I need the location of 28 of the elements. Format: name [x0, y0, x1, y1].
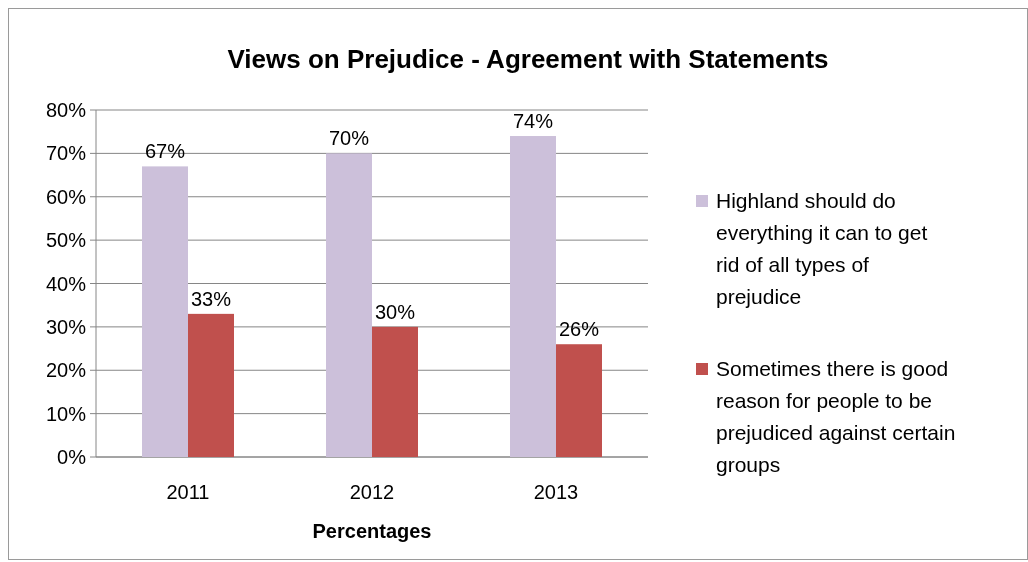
y-tick-label: 50% [45, 229, 87, 252]
x-tick-label: 2013 [533, 481, 579, 503]
y-tick-label: 80% [45, 99, 87, 121]
y-tick-label: 30% [45, 315, 87, 338]
data-label: 67% [144, 140, 186, 163]
x-tick-label: 2012 [349, 481, 395, 503]
y-tick-label: 10% [45, 402, 87, 425]
y-tick-label: 40% [45, 272, 87, 295]
bar [510, 136, 556, 457]
bar [556, 344, 602, 457]
y-tick-label: 60% [45, 185, 87, 208]
bar [326, 153, 372, 457]
data-label: 30% [374, 300, 416, 323]
bar [142, 166, 188, 457]
x-tick-label: 2011 [166, 481, 210, 503]
x-axis-title: Percentages [312, 520, 432, 542]
bar [188, 313, 234, 457]
y-tick-label: 70% [45, 142, 87, 165]
data-label: 74% [512, 110, 554, 133]
legend-label: Sometimes there is good reason for people to be prejudiced against certain groups [716, 357, 956, 476]
chart-title: Views on Prejudice - Agreement with Statements [227, 44, 829, 74]
legend-label: Highland should do everything it can to get rid of all types of prejudice [716, 189, 928, 308]
y-tick-label: 20% [45, 359, 87, 382]
data-label: 26% [558, 318, 600, 341]
y-tick-label: 0% [57, 446, 87, 468]
bar [372, 326, 418, 457]
data-label: 70% [328, 127, 370, 150]
data-label: 33% [190, 287, 232, 310]
